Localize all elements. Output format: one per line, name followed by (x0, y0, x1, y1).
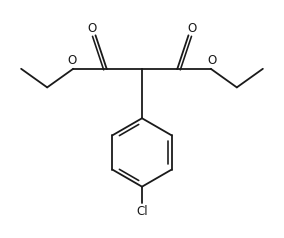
Text: O: O (187, 22, 197, 35)
Text: O: O (207, 54, 216, 67)
Text: Cl: Cl (136, 205, 148, 218)
Text: O: O (87, 22, 97, 35)
Text: O: O (68, 54, 77, 67)
